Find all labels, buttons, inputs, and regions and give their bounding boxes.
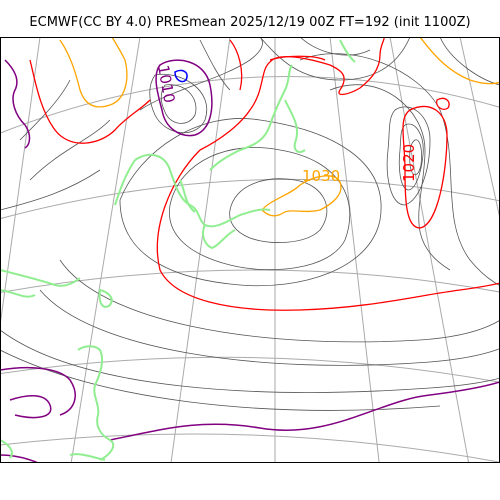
contour-label-1030: 1030 [302,167,340,185]
graticule [0,37,500,463]
isobar-1000 [174,69,188,83]
isobar-1020 [29,37,500,311]
contour-label-1020: 1020 [400,144,418,182]
isobar-1010 [0,59,500,463]
contour-label-1010: 1010 [154,64,178,105]
isobars-thin [0,37,500,411]
map-title: ECMWF(CC BY 4.0) PRESmean 2025/12/19 00Z… [29,15,471,30]
isobar-1030 [59,37,500,217]
coastlines [0,39,356,461]
